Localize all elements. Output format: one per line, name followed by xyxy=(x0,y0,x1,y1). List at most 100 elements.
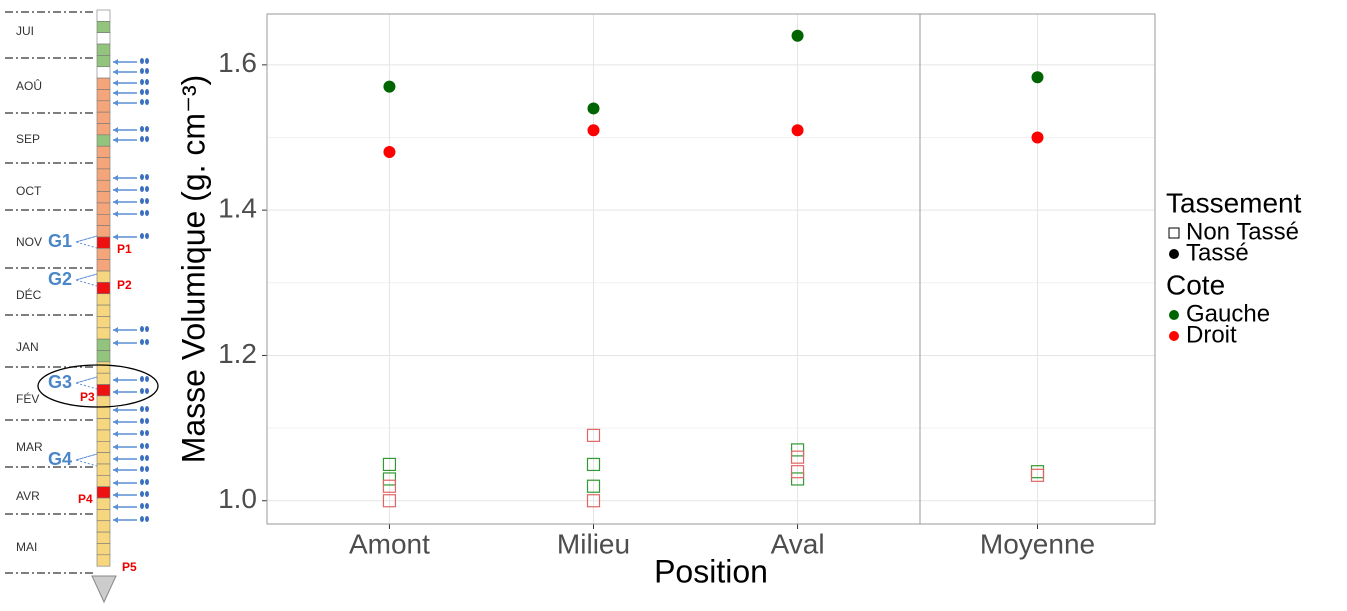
drop xyxy=(140,430,144,436)
drop xyxy=(145,491,149,497)
drop xyxy=(140,466,144,472)
drop xyxy=(140,79,144,85)
point xyxy=(382,479,397,493)
cell xyxy=(96,543,111,556)
drop xyxy=(145,89,149,95)
drop xyxy=(145,406,149,412)
month-label: AOÛ xyxy=(16,78,42,93)
rain-arrow-head xyxy=(113,389,118,395)
cell xyxy=(96,21,111,34)
drop xyxy=(140,210,144,216)
cell xyxy=(96,520,111,533)
cell xyxy=(96,406,111,419)
cell xyxy=(96,100,111,113)
rain-arrow-head xyxy=(113,127,118,133)
cell xyxy=(96,486,111,499)
rain-arrow-head xyxy=(113,100,118,106)
point xyxy=(790,472,805,486)
group-pointer xyxy=(74,453,98,467)
point xyxy=(1031,131,1044,144)
cell xyxy=(96,509,111,522)
legend-key xyxy=(1169,331,1179,341)
drop xyxy=(145,503,149,509)
drop xyxy=(145,174,149,180)
rain-arrow-head xyxy=(113,492,118,498)
cell xyxy=(96,214,111,226)
cell xyxy=(96,350,111,363)
group-label: G4 xyxy=(48,449,72,469)
x-tick-label: Milieu xyxy=(557,528,630,559)
drop xyxy=(140,388,144,394)
cell xyxy=(96,32,111,45)
cell xyxy=(96,304,111,317)
cell xyxy=(96,293,111,306)
timeline: JUI AOÛ SEP OCT NOV DÉC JAN FÉV MAR AVR MAI G1 G2 G3 G… xyxy=(5,9,159,604)
point-label: P3 xyxy=(80,390,95,404)
cell xyxy=(96,531,111,544)
point xyxy=(1031,71,1044,84)
month-label: NOV xyxy=(16,235,42,249)
drop xyxy=(145,326,149,332)
drop xyxy=(140,326,144,332)
drop xyxy=(140,198,144,204)
cell xyxy=(96,372,111,385)
cell xyxy=(96,225,111,238)
rain-arrow-head xyxy=(113,327,118,333)
rain-arrow-head xyxy=(113,480,118,486)
drop xyxy=(145,418,149,424)
drop xyxy=(140,376,144,382)
point xyxy=(586,479,601,493)
drop xyxy=(140,89,144,95)
cell xyxy=(96,316,111,329)
rain-arrow-head xyxy=(113,69,118,75)
group-label: G1 xyxy=(48,231,72,251)
cell xyxy=(96,55,111,68)
cell xyxy=(96,440,111,453)
drop xyxy=(145,443,149,449)
drop xyxy=(145,466,149,472)
rain-arrow-head xyxy=(113,467,118,473)
drop xyxy=(140,58,144,64)
point xyxy=(790,450,805,464)
x-tick-label: Aval xyxy=(771,528,825,559)
drop xyxy=(145,186,149,192)
cell xyxy=(96,123,111,136)
drop xyxy=(140,516,144,522)
cell xyxy=(96,202,111,215)
drop xyxy=(145,68,149,74)
chart: 1.0 1.2 1.4 1.6 Amont Milieu Aval Moyenne Positi… xyxy=(175,13,1302,589)
drop xyxy=(145,339,149,345)
cell xyxy=(96,111,111,124)
drop xyxy=(140,126,144,132)
month-label: OCT xyxy=(16,184,42,198)
drop xyxy=(145,136,149,142)
point xyxy=(586,428,601,442)
cell xyxy=(96,66,111,79)
cell xyxy=(96,236,111,249)
point-label: P4 xyxy=(78,492,93,506)
drop xyxy=(145,210,149,216)
rain-arrow-head xyxy=(113,211,118,217)
point xyxy=(587,102,600,115)
drop xyxy=(140,174,144,180)
point-label: P1 xyxy=(117,242,132,256)
drop xyxy=(140,68,144,74)
cell xyxy=(96,191,111,204)
rain-arrow-head xyxy=(113,377,118,383)
legend-label: Gauche xyxy=(1186,300,1270,327)
point-label: P5 xyxy=(122,560,137,574)
drop xyxy=(140,479,144,485)
cell xyxy=(96,179,111,192)
drop xyxy=(140,99,144,105)
month-label: MAI xyxy=(16,540,37,554)
month-label: JUI xyxy=(16,24,34,38)
rain-arrow-head xyxy=(113,407,118,413)
legend-label: Tassé xyxy=(1186,239,1249,266)
month-label: MAR xyxy=(16,440,43,454)
legend-label: Droit xyxy=(1186,321,1237,348)
rain-arrow-head xyxy=(113,90,118,96)
point xyxy=(382,457,397,472)
arrow-head xyxy=(91,575,117,604)
rain-arrow-head xyxy=(113,340,118,346)
month-label: SEP xyxy=(16,132,40,146)
